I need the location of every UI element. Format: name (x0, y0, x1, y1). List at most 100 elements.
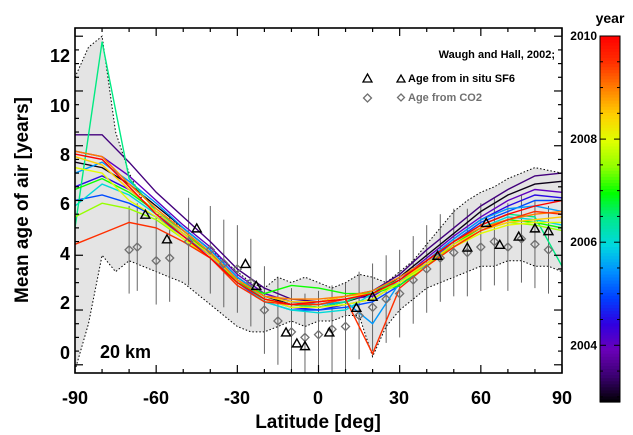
colorbar-band (600, 353, 620, 357)
sf6-triangle-marker (366, 290, 379, 302)
x-tick-label: 0 (313, 388, 323, 408)
co2-diamond-marker (272, 316, 283, 326)
colorbar-band (600, 395, 620, 400)
colorbar-tick-label: 2010 (570, 29, 597, 43)
x-tick-label: 60 (471, 388, 491, 408)
model-spread-envelope (75, 36, 562, 371)
colorbar-title: year (596, 10, 625, 26)
co2-diamond-marker (448, 247, 459, 258)
y-tick-label: 6 (60, 194, 70, 214)
colorbar-band (600, 118, 620, 122)
colorbar-band (600, 328, 620, 333)
plot-area (75, 35, 562, 373)
co2-diamond-marker (502, 242, 513, 252)
year-colorbar: year 2004 2006 2008 2010 (570, 10, 625, 403)
colorbar-band (600, 374, 620, 379)
colorbar-band (600, 292, 620, 296)
colorbar-band (600, 142, 620, 147)
colorbar-band (600, 151, 620, 156)
colorbar-band (600, 261, 620, 266)
sf6-triangle-marker (323, 326, 336, 337)
colorbar-band (600, 267, 620, 272)
colorbar-band (600, 158, 620, 162)
axis-ticks (74, 28, 563, 373)
colorbar-band (600, 179, 620, 183)
co2-diamond-marker (381, 294, 392, 304)
colorbar-band (600, 167, 620, 171)
colorbar-frame (599, 35, 621, 403)
colorbar-band (600, 170, 620, 174)
co2-diamond-marker (232, 264, 243, 274)
colorbar-band (600, 212, 620, 217)
colorbar-band (600, 231, 620, 235)
co2-diamond-marker (245, 277, 256, 288)
colorbar-band (600, 173, 620, 177)
colorbar-band (600, 36, 620, 40)
colorbar-band (600, 356, 620, 360)
colorbar-band (600, 304, 620, 309)
colorbar-band (600, 87, 620, 92)
colorbar-band (600, 316, 620, 321)
colorbar-band (600, 219, 620, 223)
y-tick-label: 4 (60, 244, 70, 264)
legend-triangle-icon (395, 73, 407, 83)
colorbar-band (600, 313, 620, 318)
colorbar-band (600, 273, 620, 278)
co2-diamond-marker (340, 321, 351, 332)
colorbar-band (600, 344, 620, 348)
sf6-triangle-marker (431, 249, 444, 260)
x-tick-label: -60 (143, 388, 169, 408)
colorbar-band (600, 228, 620, 232)
colorbar-band (600, 252, 620, 257)
colorbar-band (600, 97, 620, 101)
colorbar-gradient (600, 36, 620, 403)
sf6-triangle-marker (350, 301, 363, 312)
colorbar-band (600, 75, 620, 80)
observation-error-bars (128, 195, 549, 373)
colorbar-band (600, 197, 620, 202)
colorbar-band (600, 103, 620, 107)
colorbar-band (600, 276, 620, 281)
colorbar-band (600, 90, 620, 95)
colorbar-band (600, 386, 620, 391)
legend-diamond-marker (362, 93, 373, 103)
colorbar-band (600, 398, 620, 403)
colorbar-band (600, 161, 620, 165)
colorbar-band (600, 133, 620, 138)
colorbar-band (600, 206, 620, 211)
colorbar-band (600, 124, 620, 129)
legend-sf6-label: Age from in situ SF6 (408, 73, 515, 85)
colorbar-band (600, 191, 620, 196)
colorbar-band (600, 209, 620, 214)
colorbar-band (600, 112, 620, 116)
colorbar-band (600, 298, 620, 302)
legend-diamond-icon (396, 93, 406, 102)
colorbar-band (600, 222, 620, 226)
co2-diamond-marker (183, 236, 194, 247)
legend-co2-label: Age from CO2 (408, 92, 482, 104)
colorbar-band (600, 264, 620, 269)
colorbar-tick-label: 2004 (570, 338, 597, 352)
colorbar-band (600, 234, 620, 238)
colorbar-band (600, 362, 620, 366)
colorbar-band (600, 136, 620, 141)
colorbar-band (600, 48, 620, 52)
x-axis-label: Latitude [deg] (255, 412, 381, 433)
legend-triangle-marker (361, 72, 374, 83)
co2-diamond-marker (489, 236, 500, 247)
co2-diamond-marker (354, 310, 365, 321)
colorbar-band (600, 93, 620, 98)
colorbar-band (600, 63, 620, 68)
colorbar-band (600, 154, 620, 159)
sf6-triangle-marker (191, 222, 203, 233)
sf6-triangle-marker (161, 233, 173, 244)
colorbar-band (600, 81, 620, 86)
colorbar-band (600, 188, 620, 193)
y-tick-label: 10 (50, 96, 70, 116)
sf6-triangle-marker (239, 258, 252, 269)
legend-title: Waugh and Hall, 2002; (439, 49, 555, 61)
colorbar-band (600, 389, 620, 394)
y-tick-label: 12 (50, 46, 70, 66)
colorbar-band (600, 60, 620, 65)
colorbar-band (600, 45, 620, 49)
